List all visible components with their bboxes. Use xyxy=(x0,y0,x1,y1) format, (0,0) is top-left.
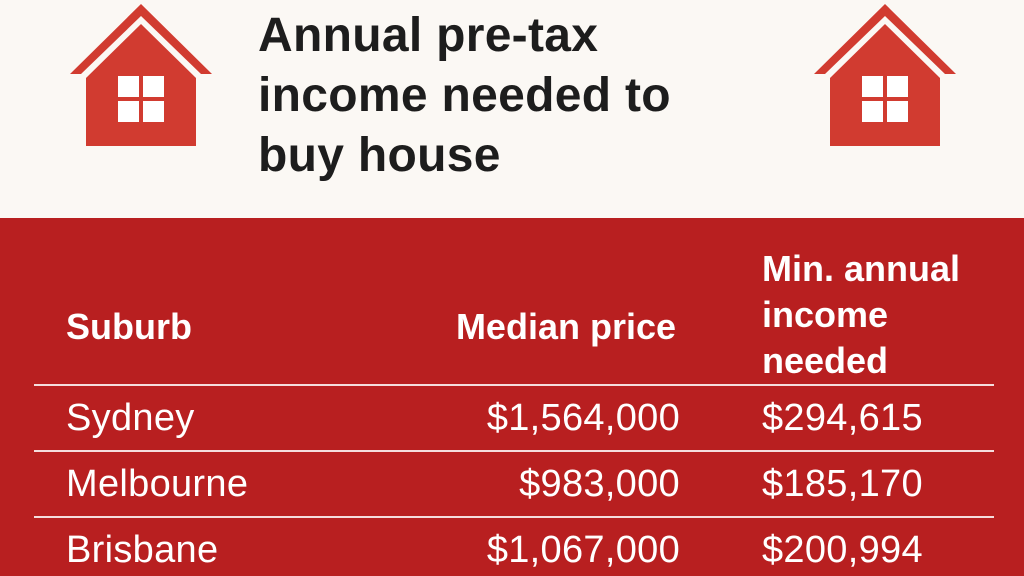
table-row: Sydney $1,564,000 $294,615 xyxy=(0,386,1024,450)
cell-min-income: $185,170 xyxy=(762,463,923,505)
divider xyxy=(34,384,994,386)
income-table: Suburb Median price Min. annual income n… xyxy=(0,218,1024,576)
divider xyxy=(34,450,994,452)
divider xyxy=(34,516,994,518)
cell-min-income: $200,994 xyxy=(762,529,923,571)
cell-min-income: $294,615 xyxy=(762,397,923,439)
table-row: Melbourne $983,000 $185,170 xyxy=(0,452,1024,516)
column-header-median-price: Median price xyxy=(455,306,676,347)
page-title: Annual pre-tax income needed to buy hous… xyxy=(258,9,671,182)
column-header-min-income: Min. annual income needed xyxy=(762,248,960,381)
cell-suburb: Brisbane xyxy=(66,529,219,571)
cell-median-price: $983,000 xyxy=(519,463,680,505)
cell-suburb: Melbourne xyxy=(66,463,249,505)
cell-median-price: $1,067,000 xyxy=(486,529,680,571)
column-header-suburb: Suburb xyxy=(66,306,192,347)
table-row: Brisbane $1,067,000 $200,994 xyxy=(0,518,1024,576)
header: Annual pre-tax income needed to buy hous… xyxy=(0,0,1024,218)
cell-median-price: $1,564,000 xyxy=(486,397,680,439)
house-icon xyxy=(810,0,960,150)
house-icon xyxy=(66,0,216,150)
cell-suburb: Sydney xyxy=(66,397,195,439)
